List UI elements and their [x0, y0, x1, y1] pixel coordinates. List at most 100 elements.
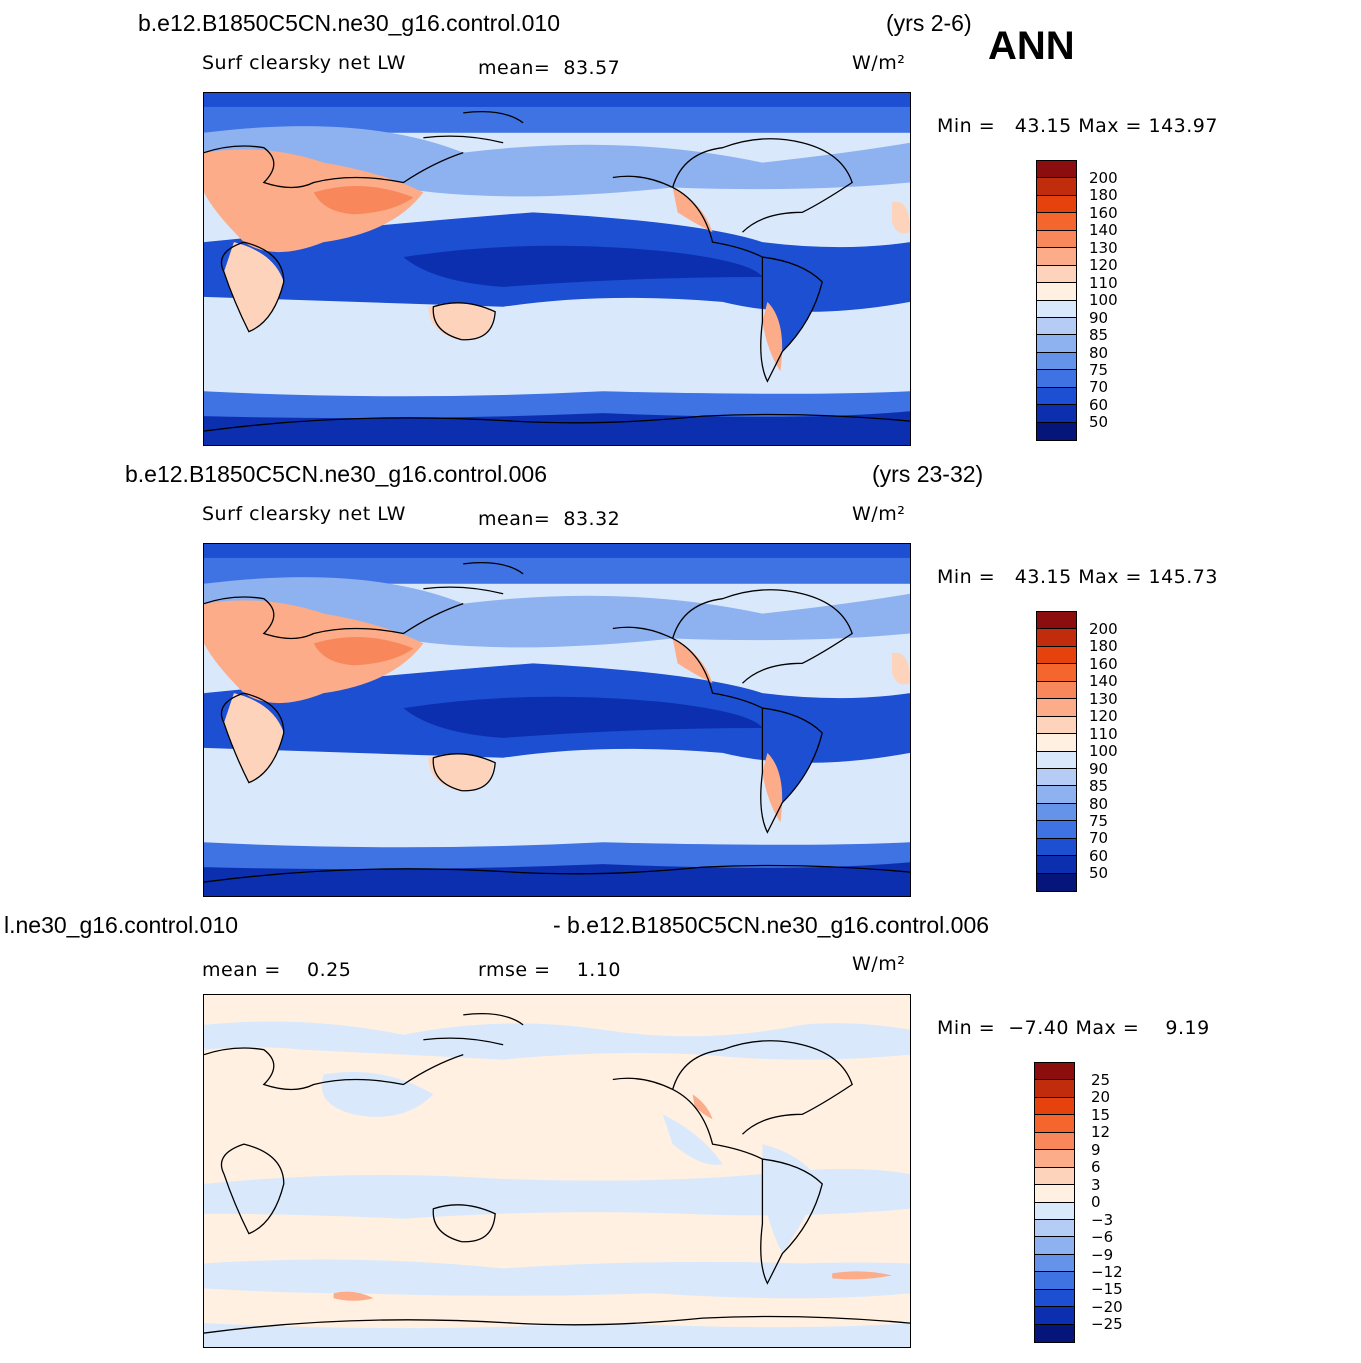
- colorbar-swatch: [1037, 317, 1076, 336]
- colorbar-tick-label: 100: [1089, 291, 1118, 310]
- colorbar-swatch: [1035, 1115, 1074, 1133]
- colorbar-tick-label: 15: [1091, 1105, 1111, 1124]
- colorbar-tick-label: 90: [1089, 308, 1109, 327]
- panel3-units: W/m²: [852, 953, 906, 975]
- colorbar-swatch: [1037, 178, 1076, 196]
- panel2-case-name: b.e12.B1850C5CN.ne30_g16.control.006: [125, 461, 547, 487]
- colorbar-tick-label: −9: [1091, 1245, 1114, 1264]
- colorbar-swatch: [1037, 161, 1076, 179]
- colorbar-swatch: [1035, 1237, 1074, 1255]
- colorbar-tick-label: 130: [1089, 238, 1118, 257]
- colorbar-swatch: [1035, 1254, 1074, 1273]
- colorbar-swatch: [1037, 352, 1076, 371]
- colorbar-tick-label: 90: [1089, 759, 1109, 778]
- colorbar-swatch: [1035, 1167, 1074, 1186]
- colorbar-swatch: [1037, 873, 1076, 891]
- colorbar-tick-label: 60: [1089, 395, 1109, 414]
- panel1-map: [203, 92, 911, 446]
- colorbar-tick-label: −6: [1091, 1228, 1114, 1247]
- colorbar-tick-label: 180: [1089, 637, 1118, 656]
- panel1-minmax: Min = 43.15 Max = 143.97: [937, 115, 1218, 137]
- colorbar-tick-label: 70: [1089, 378, 1109, 397]
- colorbar-swatch: [1035, 1289, 1074, 1308]
- colorbar-swatch: [1037, 646, 1076, 665]
- colorbar-tick-label: 60: [1089, 846, 1109, 865]
- colorbar-tick-label: −15: [1091, 1280, 1123, 1299]
- colorbar-swatch: [1037, 664, 1076, 682]
- colorbar-tick-label: 0: [1091, 1193, 1101, 1212]
- panel1-variable: Surf clearsky net LW: [202, 52, 406, 74]
- colorbar-tick-label: 200: [1089, 620, 1118, 638]
- colorbar-swatch: [1035, 1202, 1074, 1220]
- colorbar-swatch: [1035, 1219, 1074, 1238]
- colorbar-tick-label: 80: [1089, 343, 1109, 362]
- colorbar-tick-label: 20: [1091, 1088, 1111, 1107]
- colorbar-swatch: [1037, 265, 1076, 284]
- panel3-minmax: Min = −7.40 Max = 9.19: [937, 1017, 1210, 1039]
- colorbar-swatch: [1037, 629, 1076, 647]
- colorbar-tick-label: 140: [1089, 672, 1118, 691]
- colorbar-swatch: [1037, 248, 1076, 266]
- colorbar-tick-label: 9: [1091, 1140, 1101, 1159]
- colorbar-tick-label: 50: [1089, 864, 1109, 883]
- colorbar-swatch: [1037, 786, 1076, 804]
- panel2-units: W/m²: [852, 503, 906, 525]
- panel2-variable: Surf clearsky net LW: [202, 503, 406, 525]
- colorbar-tick-label: 3: [1091, 1175, 1101, 1194]
- colorbar-swatch: [1037, 300, 1076, 318]
- colorbar-swatch: [1035, 1097, 1074, 1116]
- colorbar-tick-label: 140: [1089, 221, 1118, 240]
- colorbar-tick-label: 25: [1091, 1071, 1111, 1089]
- colorbar-tick-label: −3: [1091, 1210, 1114, 1229]
- colorbar-swatch: [1037, 734, 1076, 752]
- panel1-colorbar: [1036, 160, 1077, 441]
- panel3-map: [203, 994, 911, 1348]
- panel1-years: (yrs 2-6): [886, 10, 972, 36]
- colorbar-swatch: [1035, 1307, 1074, 1325]
- colorbar-swatch: [1037, 370, 1076, 388]
- colorbar-tick-label: 180: [1089, 186, 1118, 205]
- colorbar-swatch: [1037, 838, 1076, 857]
- colorbar-tick-label: 6: [1091, 1158, 1101, 1177]
- panel1-map-field: [204, 93, 910, 445]
- colorbar-swatch: [1037, 716, 1076, 735]
- colorbar-tick-label: −25: [1091, 1315, 1123, 1334]
- colorbar-swatch: [1035, 1185, 1074, 1203]
- colorbar-tick-label: 160: [1089, 654, 1118, 673]
- colorbar-swatch: [1037, 751, 1076, 769]
- panel3-mean: mean = 0.25: [202, 959, 352, 981]
- season-label: ANN: [988, 24, 1075, 68]
- panel2-minmax: Min = 43.15 Max = 145.73: [937, 566, 1218, 588]
- panel3-map-field: [204, 995, 910, 1347]
- panel2-map: [203, 543, 911, 897]
- panel2-colorbar: [1036, 611, 1077, 892]
- panel3-case-left: l.ne30_g16.control.010: [4, 912, 239, 938]
- panel1-units: W/m²: [852, 52, 906, 74]
- colorbar-tick-label: 120: [1089, 707, 1118, 726]
- colorbar-swatch: [1037, 803, 1076, 822]
- colorbar-swatch: [1037, 405, 1076, 423]
- colorbar-tick-label: 75: [1089, 360, 1109, 379]
- colorbar-tick-label: −20: [1091, 1297, 1123, 1316]
- colorbar-swatch: [1035, 1272, 1074, 1290]
- colorbar-swatch: [1037, 213, 1076, 231]
- colorbar-tick-label: −12: [1091, 1262, 1123, 1281]
- colorbar-tick-label: 85: [1089, 326, 1109, 345]
- panel2-years: (yrs 23-32): [872, 461, 984, 487]
- panel1-mean: mean= 83.57: [478, 57, 621, 79]
- colorbar-swatch: [1037, 195, 1076, 214]
- colorbar-tick-label: 110: [1089, 724, 1118, 743]
- colorbar-swatch: [1035, 1080, 1074, 1098]
- colorbar-swatch: [1037, 821, 1076, 839]
- colorbar-swatch: [1035, 1063, 1074, 1081]
- colorbar-swatch: [1037, 283, 1076, 301]
- panel2-mean: mean= 83.32: [478, 508, 621, 530]
- panel1-case-name: b.e12.B1850C5CN.ne30_g16.control.010: [138, 10, 560, 36]
- colorbar-swatch: [1035, 1132, 1074, 1151]
- colorbar-swatch: [1037, 335, 1076, 353]
- colorbar-tick-label: 200: [1089, 169, 1118, 187]
- colorbar-swatch: [1037, 612, 1076, 630]
- colorbar-tick-label: 75: [1089, 811, 1109, 830]
- colorbar-tick-label: 85: [1089, 777, 1109, 796]
- panel3-colorbar: [1034, 1062, 1075, 1343]
